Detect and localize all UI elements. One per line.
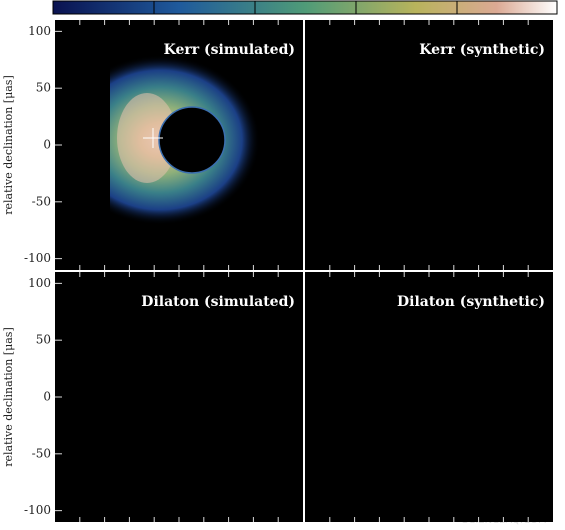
y-tick-label: -50 — [32, 194, 51, 208]
y-tick-label: -100 — [24, 503, 51, 517]
y-tick-label: -50 — [32, 446, 51, 460]
crosshair — [143, 128, 163, 148]
colorbar-ticks — [153, 1, 458, 14]
panel-background — [55, 272, 303, 522]
panel-background — [305, 272, 553, 522]
panel-title: Kerr (simulated) — [164, 42, 295, 58]
y-tick-label: 0 — [43, 390, 51, 404]
y-tick-label: 0 — [43, 138, 51, 152]
panel-background — [305, 20, 553, 270]
shadow — [158, 106, 226, 174]
panel-title: Dilaton (synthetic) — [397, 294, 545, 310]
panel-title: Dilaton (simulated) — [141, 294, 295, 310]
colorbar — [52, 0, 558, 15]
panel-title: Kerr (synthetic) — [419, 42, 545, 58]
y-axis-label: relative declination [μas] — [2, 75, 15, 214]
y-axis-label: relative declination [μas] — [2, 327, 15, 466]
panel-image — [110, 55, 260, 225]
y-tick-label: -100 — [24, 251, 51, 265]
y-tick-label: 50 — [36, 81, 51, 95]
y-tick-label: 50 — [36, 333, 51, 347]
y-tick-label: 100 — [28, 276, 51, 290]
y-tick-label: 100 — [28, 24, 51, 38]
